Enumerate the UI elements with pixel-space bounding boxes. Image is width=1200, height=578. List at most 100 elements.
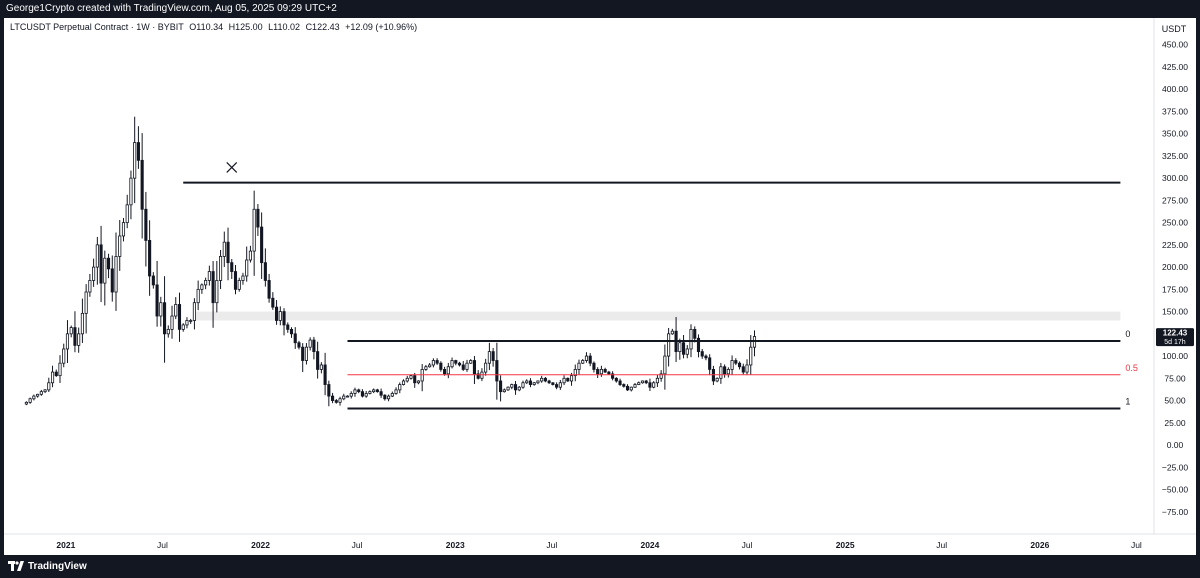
candle-body-up [28, 398, 32, 403]
candle-body-down [301, 346, 305, 361]
candle-body-down [263, 262, 267, 281]
candle [715, 377, 719, 383]
candle-body-down [144, 208, 148, 241]
candle-body-up [118, 235, 122, 257]
candle-body-down [704, 355, 708, 359]
candle [331, 392, 335, 404]
candle [118, 219, 122, 271]
candle-body-up [521, 382, 525, 388]
candle-body-up [517, 386, 521, 391]
candle-body-up [536, 380, 540, 384]
candle-body-up [248, 250, 252, 261]
candle [547, 379, 551, 384]
candle-body-down [472, 360, 477, 375]
candle-body-up [394, 389, 398, 394]
candle [342, 393, 346, 401]
candle [308, 337, 312, 351]
candle [69, 325, 73, 338]
price-tick-label: 325.00 [1162, 151, 1188, 161]
legend-high: H125.00 [228, 22, 263, 32]
price-chart[interactable]: 0 0.5 1 USDT −75.00 −50.00 −25.00 0.00 25.00 50.0… [4, 18, 1196, 555]
candle-body-down [734, 360, 738, 364]
candle-body-up [237, 280, 241, 290]
candle-body-up [487, 351, 491, 364]
candle [62, 343, 66, 368]
candle-body-up [342, 395, 346, 400]
candle [506, 386, 510, 391]
candle-body-up [133, 142, 137, 179]
candle [159, 296, 163, 327]
time-tick-label: Jul [157, 540, 168, 550]
candle [170, 305, 174, 339]
candle [525, 379, 529, 385]
candle-body-up [47, 382, 51, 391]
candle [271, 292, 275, 310]
candle-body-up [181, 324, 185, 330]
candle-body-down [233, 271, 238, 290]
candle [517, 386, 521, 392]
price-tick-label: 375.00 [1162, 106, 1188, 116]
candle [260, 212, 264, 279]
time-tick-label: Jul [1131, 540, 1142, 550]
candle [357, 388, 361, 394]
candle [39, 389, 43, 396]
candle-body-down [357, 389, 361, 393]
candle [129, 170, 133, 220]
candle [573, 364, 577, 382]
candle [603, 367, 607, 373]
candle [659, 370, 663, 382]
candle [121, 218, 126, 242]
time-tick-label: 2024 [640, 540, 659, 550]
candle [383, 394, 387, 401]
last-price-value: 122.43 [1163, 329, 1188, 338]
candle [338, 396, 342, 406]
candle-body-up [372, 389, 376, 393]
candle [28, 397, 32, 404]
candle [77, 327, 81, 353]
candle [211, 261, 215, 328]
time-tick-label: Jul [352, 540, 363, 550]
candle-body-down [700, 351, 704, 357]
legend-low: L110.02 [268, 22, 301, 32]
candle-body-down [256, 208, 260, 228]
candle [316, 341, 320, 379]
candle-body-down [316, 351, 320, 370]
candle [304, 343, 308, 365]
price-tick-label: 50.00 [1164, 396, 1186, 406]
candle-body-up [640, 380, 645, 384]
candle [263, 248, 267, 287]
candle-body-up [308, 339, 312, 348]
candle-body-up [659, 373, 663, 379]
candle-body-down [622, 384, 626, 387]
candle [349, 391, 353, 399]
candle [730, 355, 734, 375]
legend-close: C122.43 [305, 22, 340, 32]
candle [737, 361, 742, 370]
candle [148, 220, 152, 296]
candle-body-up [689, 328, 693, 350]
candle-body-up [252, 208, 256, 252]
candle-body-down [611, 373, 615, 379]
candle-body-up [215, 280, 219, 304]
candles-group [24, 116, 757, 407]
candle-body-up [484, 362, 488, 373]
candle [457, 361, 462, 367]
candle-body-up [80, 312, 84, 335]
candle [47, 377, 51, 393]
price-tick-label: 300.00 [1162, 173, 1188, 183]
candle-body-up [159, 302, 163, 317]
candle-body-up [584, 355, 589, 361]
candle [245, 246, 249, 282]
price-tick-label: 100.00 [1162, 351, 1188, 361]
candle-body-up [401, 380, 406, 385]
candle [144, 191, 148, 267]
candle-body-down [741, 366, 745, 373]
candle-body-up [745, 364, 749, 373]
tradingview-logo[interactable]: TradingView [8, 561, 87, 572]
candle [390, 391, 394, 398]
candle [513, 381, 518, 395]
candle [125, 194, 129, 229]
candle [200, 283, 204, 294]
candle [353, 387, 357, 397]
chart-frame[interactable]: 0 0.5 1 USDT −75.00 −50.00 −25.00 0.00 25.00 50.0… [4, 18, 1196, 555]
